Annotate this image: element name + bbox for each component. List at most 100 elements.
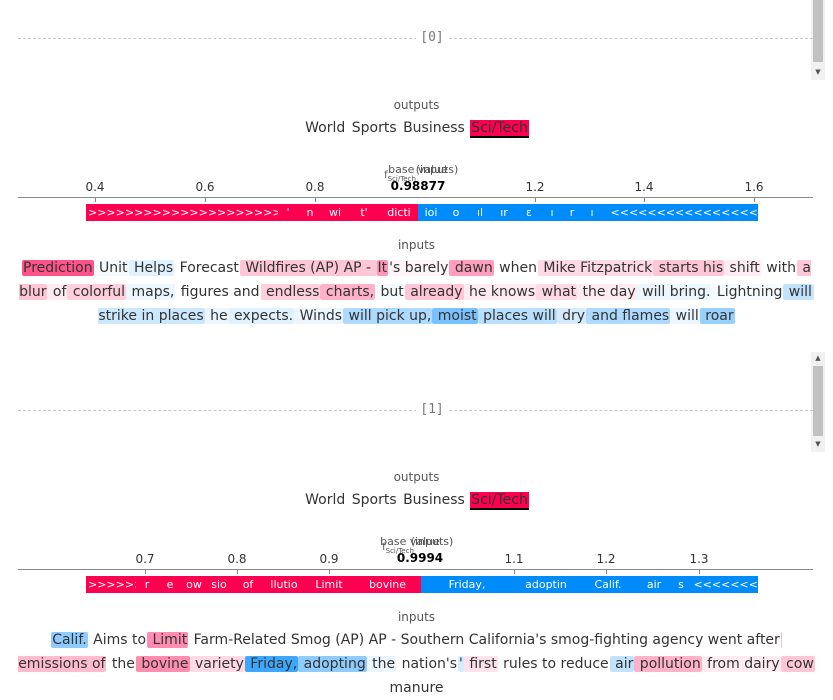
input-token[interactable]: will bring. <box>636 284 712 300</box>
input-token[interactable]: the day <box>577 284 637 300</box>
input-token[interactable]: will <box>670 308 700 324</box>
input-token[interactable]: Aims to <box>88 632 147 648</box>
input-token[interactable]: bovine <box>135 656 190 672</box>
input-token[interactable]: Limit <box>147 632 189 648</box>
input-token[interactable]: 's barely <box>388 260 450 276</box>
scrollbar-thumb[interactable] <box>813 0 823 62</box>
input-token[interactable]: It <box>376 260 389 276</box>
input-token[interactable]: Helps <box>128 260 175 276</box>
fx-symbol: f <box>384 170 388 181</box>
input-token[interactable]: pollution <box>634 656 702 672</box>
force-plot-positive: >>>>>>>>>>>>>>>>>>>>> ' n wi t' dicti <box>86 204 418 221</box>
input-token[interactable]: endless <box>260 284 321 300</box>
input-token[interactable]: but <box>375 284 405 300</box>
input-token[interactable]: ' <box>458 656 464 672</box>
input-token[interactable]: Forecast <box>175 260 239 276</box>
sample-index: [1] <box>416 402 448 417</box>
class-scitech[interactable]: Sci/Tech <box>470 120 529 138</box>
input-token[interactable]: already <box>404 284 464 300</box>
input-token[interactable]: places will <box>477 308 557 324</box>
force-segment: Calif. <box>579 576 637 593</box>
class-business[interactable]: Business <box>403 492 465 508</box>
force-segment: ı <box>542 204 562 221</box>
input-token[interactable]: expects. <box>228 308 295 324</box>
sample-block: ▲ ▼ [1] outputs World Sports Business Sc… <box>0 350 833 696</box>
input-token[interactable]: manure <box>389 680 444 696</box>
input-token[interactable]: Wildfires (AP) AP - <box>239 260 377 276</box>
input-token[interactable]: Mike Fitzpatrick <box>537 260 654 276</box>
axis-tick-mark <box>754 197 755 202</box>
input-token[interactable]: Unit <box>93 260 129 276</box>
input-token[interactable]: will pick up, <box>343 308 433 324</box>
axis-tick-mark <box>95 197 96 202</box>
input-token[interactable]: Winds <box>294 308 344 324</box>
input-token[interactable]: shift <box>724 260 761 276</box>
force-segment: o <box>444 204 468 221</box>
scrollbar[interactable]: ▼ <box>811 0 825 80</box>
class-sports[interactable]: Sports <box>351 120 397 136</box>
input-token[interactable]: when <box>494 260 537 276</box>
class-scitech[interactable]: Sci/Tech <box>470 492 529 510</box>
axis-tick-mark <box>205 197 206 202</box>
scroll-down-icon[interactable]: ▼ <box>815 68 821 76</box>
scroll-down-icon[interactable]: ▼ <box>815 440 821 448</box>
force-segment-tail: <<<<<<< <box>691 576 758 593</box>
axis-tick: 1.6 <box>744 180 764 194</box>
input-token[interactable]: the <box>366 656 397 672</box>
inputs-axis-label: (inputs) <box>410 535 454 548</box>
force-segment: bovine <box>354 576 421 593</box>
scroll-up-icon[interactable]: ▲ <box>815 354 821 362</box>
input-token[interactable]: Prediction <box>22 260 94 276</box>
input-token[interactable]: from dairy <box>701 656 781 672</box>
input-token[interactable]: cow <box>780 656 815 672</box>
input-token[interactable]: colorful <box>67 284 127 300</box>
input-token[interactable]: Farm-Related Smog (AP) AP - Southern Cal… <box>189 632 780 648</box>
output-classes: World Sports Business Sci/Tech <box>0 120 833 138</box>
input-token[interactable]: figures and <box>176 284 260 300</box>
input-token[interactable]: roar <box>699 308 735 324</box>
class-world[interactable]: World <box>305 492 346 508</box>
scrollbar[interactable]: ▲ ▼ <box>811 352 825 452</box>
input-token[interactable]: dry <box>556 308 587 324</box>
input-token[interactable]: Friday, <box>244 656 299 672</box>
input-token[interactable]: will <box>783 284 813 300</box>
force-segment-tail: >>>>>>>>>>>>>>>>>>>>> <box>86 204 280 221</box>
input-token[interactable]: maps, <box>126 284 176 300</box>
input-token[interactable]: moist <box>432 308 478 324</box>
input-token[interactable]: Calif. <box>51 632 88 648</box>
input-token[interactable]: air <box>609 656 635 672</box>
input-token[interactable]: rules to reduce <box>498 656 609 672</box>
input-token[interactable]: charts, <box>320 284 376 300</box>
input-token[interactable]: of <box>47 284 68 300</box>
input-token[interactable]: variety <box>189 656 245 672</box>
fx-label: fSci/Tech <box>384 170 416 183</box>
input-token[interactable]: Lightning <box>711 284 784 300</box>
input-token[interactable]: first <box>463 656 498 672</box>
input-token[interactable]: the <box>107 656 135 672</box>
class-business[interactable]: Business <box>403 120 465 136</box>
input-token[interactable]: and flames <box>586 308 671 324</box>
sample-index: [0] <box>416 30 448 45</box>
input-token[interactable]: starts his <box>653 260 725 276</box>
input-token[interactable]: nation's <box>397 656 458 672</box>
input-text: Prediction Unit Helps Forecast Wildfires… <box>18 256 815 328</box>
output-classes: World Sports Business Sci/Tech <box>0 492 833 510</box>
class-sports[interactable]: Sports <box>351 492 397 508</box>
fx-value: 0.98877 <box>390 179 446 193</box>
axis-tick-mark <box>514 569 515 574</box>
input-token[interactable]: adopting <box>298 656 367 672</box>
force-segment: ır <box>492 204 516 221</box>
input-token[interactable]: dawn <box>449 260 494 276</box>
scrollbar-thumb[interactable] <box>813 366 823 436</box>
input-token[interactable]: with <box>761 260 796 276</box>
class-world[interactable]: World <box>305 120 346 136</box>
axis-tick: 0.7 <box>135 552 155 566</box>
input-token[interactable]: he <box>204 308 229 324</box>
input-token[interactable]: he knows <box>463 284 537 300</box>
axis-tick: 1.2 <box>596 552 616 566</box>
fx-value: 0.9994 <box>396 551 444 565</box>
force-axis <box>18 569 813 570</box>
force-segment: ioi <box>418 204 444 221</box>
outputs-label: outputs <box>393 470 440 484</box>
input-token[interactable]: what <box>536 284 578 300</box>
